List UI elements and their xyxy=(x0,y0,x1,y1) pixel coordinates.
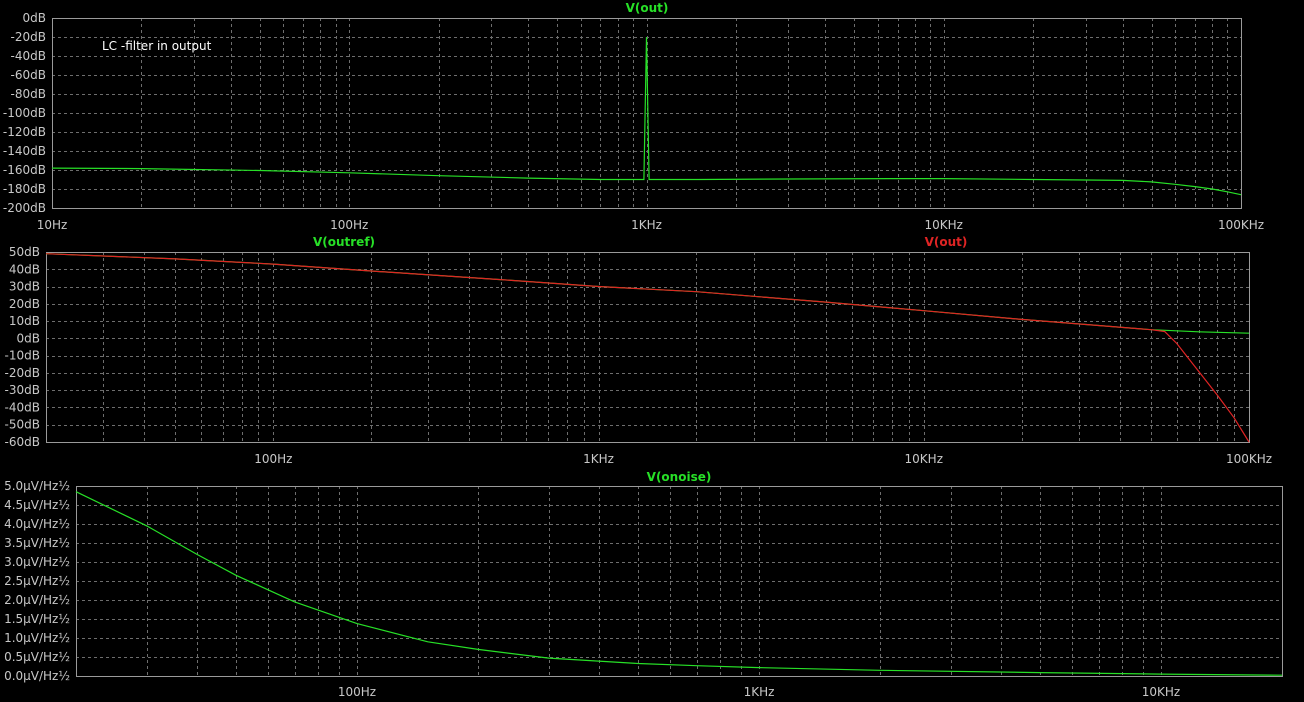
x-tick-label: 10KHz xyxy=(905,452,943,466)
plot-pane-2: 50dB 40dB 30dB 20dB 10dB 0dB -10dB -20dB -30dB -4… xyxy=(5,235,1273,466)
trace-line-vout xyxy=(45,253,1250,443)
y-tick-label: 3.5µV/Hz½ xyxy=(4,536,70,550)
x-tick-label: 10KHz xyxy=(1142,685,1180,699)
plot-frame xyxy=(76,486,1283,677)
x-tick-label: 100KHz xyxy=(1218,218,1264,232)
y-tick-label: -180dB xyxy=(3,182,46,196)
y-tick-label: 40dB xyxy=(9,262,40,276)
y-tick-label: 1.0µV/Hz½ xyxy=(4,631,70,645)
y-tick-label: 0dB xyxy=(23,11,46,25)
y-tick-label: -30dB xyxy=(5,383,40,397)
y-tick-label: -120dB xyxy=(3,125,46,139)
x-tick-label: 100Hz xyxy=(254,452,292,466)
y-tick-label: 2.0µV/Hz½ xyxy=(4,593,70,607)
y-tick-label: 0.5µV/Hz½ xyxy=(4,650,70,664)
y-tick-label: 0.0µV/Hz½ xyxy=(4,669,70,683)
trace-line-vout xyxy=(51,36,1242,196)
plot-pane-3: 5.0µV/Hz½ 4.5µV/Hz½ 4.0µV/Hz½ 3.5µV/Hz½ 3.0µ… xyxy=(4,470,1283,699)
y-tick-label: 4.0µV/Hz½ xyxy=(4,517,70,531)
trace-title[interactable]: V(out) xyxy=(626,1,669,15)
grid-lines xyxy=(76,486,1282,676)
y-tick-label: -20dB xyxy=(11,30,46,44)
trace-title[interactable]: V(out) xyxy=(925,235,968,249)
y-tick-label: -80dB xyxy=(11,87,46,101)
y-tick-label: 1.5µV/Hz½ xyxy=(4,612,70,626)
x-tick-label: 100Hz xyxy=(330,218,368,232)
x-tick-label: 1KHz xyxy=(631,218,662,232)
y-tick-label: 30dB xyxy=(9,280,40,294)
x-tick-label: 1KHz xyxy=(583,452,614,466)
y-tick-label: 20dB xyxy=(9,297,40,311)
plot-pane-1: 0dB -20dB -40dB -60dB -80dB -100dB -120dB -140d… xyxy=(3,1,1264,232)
y-tick-label: -140dB xyxy=(3,144,46,158)
y-tick-label: -100dB xyxy=(3,106,46,120)
y-tick-label: -200dB xyxy=(3,201,46,215)
y-tick-label: 10dB xyxy=(9,314,40,328)
x-tick-label: 10KHz xyxy=(925,218,963,232)
x-tick-label: 1KHz xyxy=(744,685,775,699)
y-tick-label: -50dB xyxy=(5,418,40,432)
trace-title[interactable]: V(onoise) xyxy=(647,470,712,484)
y-tick-label: -60dB xyxy=(11,68,46,82)
x-tick-label: 100KHz xyxy=(1226,452,1272,466)
y-tick-label: 2.5µV/Hz½ xyxy=(4,574,70,588)
y-tick-label: -20dB xyxy=(5,366,40,380)
y-tick-label: 5.0µV/Hz½ xyxy=(4,479,70,493)
trace-line-vonoise xyxy=(75,491,1283,676)
x-tick-label: 10Hz xyxy=(37,218,68,232)
y-tick-label: 50dB xyxy=(9,245,40,259)
y-tick-label: -10dB xyxy=(5,349,40,363)
y-tick-label: 0dB xyxy=(17,331,40,345)
plot-annotation: LC -filter in output xyxy=(102,39,212,53)
trace-title[interactable]: V(outref) xyxy=(313,235,375,249)
plot-frame xyxy=(52,18,1242,209)
y-tick-label: -40dB xyxy=(11,49,46,63)
y-tick-label: -160dB xyxy=(3,163,46,177)
y-tick-label: 3.0µV/Hz½ xyxy=(4,555,70,569)
x-tick-label: 100Hz xyxy=(338,685,376,699)
y-tick-label: -40dB xyxy=(5,400,40,414)
grid-lines xyxy=(46,252,1249,442)
plot-frame xyxy=(46,252,1250,443)
y-tick-label: -60dB xyxy=(5,435,40,449)
y-tick-label: 4.5µV/Hz½ xyxy=(4,498,70,512)
